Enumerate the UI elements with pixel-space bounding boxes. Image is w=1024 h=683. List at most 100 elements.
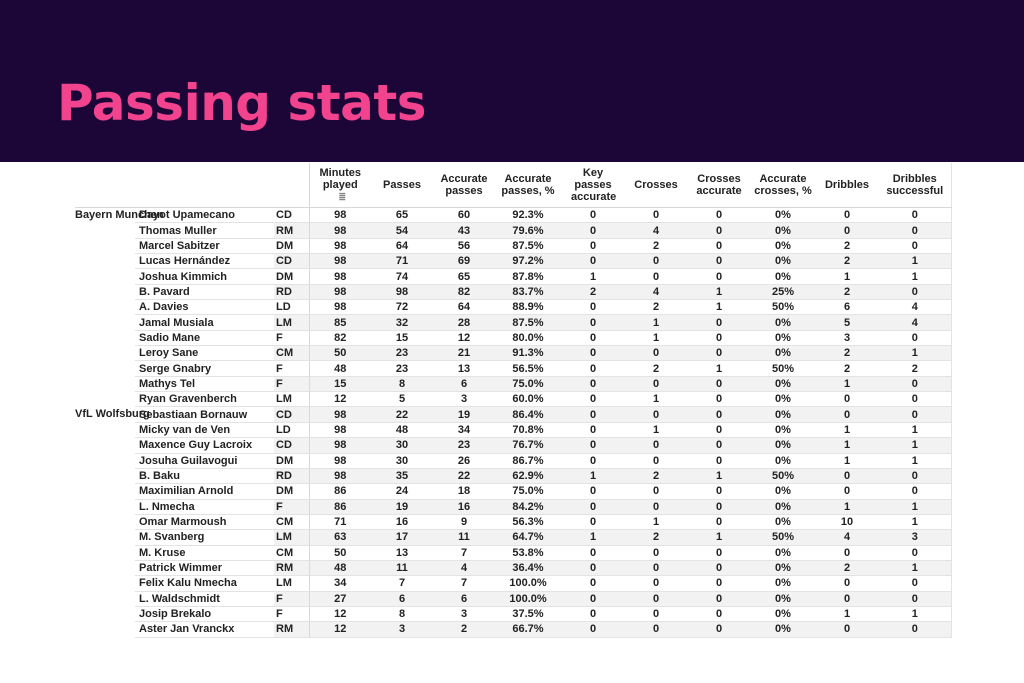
stat-cell: 0 [561,376,625,393]
stat-cell: 6 [433,591,495,607]
player-name: Omar Marmoush [135,514,274,531]
table-row[interactable]: M. Kruse CM 50 13 7 53.8% 0 0 0 0% 0 0 [75,545,952,561]
stat-cell: 16 [371,514,433,531]
stat-cell: 18 [433,483,495,500]
stat-cell: 1 [561,529,625,546]
table-row[interactable]: Omar Marmoush CM 71 16 9 56.3% 0 1 0 0% 10 1 [75,514,952,531]
stat-cell: 0 [561,330,625,347]
stat-cell: 0 [625,499,687,515]
table-row[interactable]: Ryan Gravenberch LM 12 5 3 60.0% 0 1 0 0% 0 0 [75,391,952,408]
column-header[interactable]: Dribbles successful [879,163,952,208]
stat-cell: 12 [309,391,371,408]
stat-cell: 0 [687,253,751,270]
stat-cell: 1 [879,437,952,454]
stat-cell: 0 [815,621,879,638]
table-row[interactable]: VfL Wolfsburg Sebastiaan Bornauw CD 98 22 19 8… [75,406,952,423]
stat-cell: 0 [625,253,687,270]
stat-cell: 98 [309,268,371,285]
table-row[interactable]: Serge Gnabry F 48 23 13 56.5% 0 2 1 50% 2 2 [75,360,952,377]
stat-cell: 50 [309,545,371,561]
stat-cell: 0% [751,545,815,561]
column-header[interactable]: Accurate passes, % [495,163,561,208]
stat-cell: 0 [687,483,751,500]
stat-cell: 0 [815,406,879,423]
player-name: Mathys Tel [135,376,274,393]
player-position: DM [274,483,310,500]
table-row[interactable]: B. Baku RD 98 35 22 62.9% 1 2 1 50% 0 0 [75,468,952,485]
stat-cell: 98 [309,207,371,224]
stat-cell: 0 [561,314,625,331]
table-row[interactable]: Josuha Guilavogui DM 98 30 26 86.7% 0 0 0 0% 1 1 [75,453,952,469]
stat-cell: 56.5% [495,360,561,377]
stat-cell: 0 [561,483,625,500]
stat-cell: 30 [371,453,433,469]
stat-cell: 23 [371,360,433,377]
table-row[interactable]: Maxence Guy Lacroix CD 98 30 23 76.7% 0 0 0 0% 1 1 [75,437,952,454]
table-row[interactable]: L. Nmecha F 86 19 16 84.2% 0 0 0 0% 1 1 [75,499,952,515]
table-row[interactable]: Lucas Hernández CD 98 71 69 97.2% 0 0 0 0% 2 1 [75,253,952,270]
table-row[interactable]: Felix Kalu Nmecha LM 34 7 7 100.0% 0 0 0 0% 0 0 [75,575,952,592]
player-position: F [274,376,310,393]
stat-cell: 98 [309,437,371,454]
table-row[interactable]: Sadio Mane F 82 15 12 80.0% 0 1 0 0% 3 0 [75,330,952,347]
table-row[interactable]: Joshua Kimmich DM 98 74 65 87.8% 1 0 0 0% 1 1 [75,268,952,285]
column-header[interactable]: Dribbles [815,163,879,208]
player-position: CD [274,207,310,224]
stat-cell: 0 [561,545,625,561]
column-header[interactable]: Minutes played≣ [309,163,371,208]
stat-cell: 54 [371,222,433,239]
stat-cell: 62.9% [495,468,561,485]
stat-cell: 0 [879,575,952,592]
column-header[interactable]: Crosses accurate [687,163,751,208]
player-name: L. Waldschmidt [135,591,274,607]
table-row[interactable]: A. Davies LD 98 72 64 88.9% 0 2 1 50% 6 4 [75,299,952,316]
team-name: Bayern Munchen [75,209,164,221]
table-row[interactable]: Mathys Tel F 15 8 6 75.0% 0 0 0 0% 1 0 [75,376,952,393]
table-row[interactable]: Patrick Wimmer RM 48 11 4 36.4% 0 0 0 0% 2 1 [75,560,952,577]
stat-cell: 2 [815,345,879,362]
stat-cell: 2 [561,284,625,301]
column-header[interactable]: Key passes accurate [561,163,625,208]
stat-cell: 0 [879,591,952,607]
table-row[interactable]: L. Waldschmidt F 27 6 6 100.0% 0 0 0 0% 0 0 [75,591,952,607]
stat-cell: 0 [625,575,687,592]
stat-cell: 0% [751,406,815,423]
table-row[interactable]: Thomas Muller RM 98 54 43 79.6% 0 4 0 0% 0 0 [75,222,952,239]
stat-cell: 1 [687,299,751,316]
stat-cell: 0 [815,545,879,561]
table-row[interactable]: Bayern Munchen Dayot Upamecano CD 98 65 60 92.… [75,207,952,224]
stat-cell: 75.0% [495,376,561,393]
stat-cell: 3 [433,391,495,408]
stat-cell: 1 [561,268,625,285]
table-row[interactable]: Micky van de Ven LD 98 48 34 70.8% 0 1 0 0% 1 1 [75,422,952,439]
column-header-label: Passes [383,179,421,191]
stat-cell: 2 [625,529,687,546]
table-row[interactable]: Maximilian Arnold DM 86 24 18 75.0% 0 0 0 0% 0 0 [75,483,952,500]
stat-cell: 0 [687,330,751,347]
stat-cell: 11 [371,560,433,577]
table-row[interactable]: Josip Brekalo F 12 8 3 37.5% 0 0 0 0% 1 1 [75,606,952,623]
column-header[interactable]: Crosses [625,163,687,208]
stat-cell: 7 [433,575,495,592]
stat-cell: 0% [751,499,815,515]
stat-cell: 4 [879,299,952,316]
stat-cell: 48 [309,360,371,377]
column-header[interactable]: Accurate crosses, % [751,163,815,208]
column-header-label: Accurate crosses, % [754,173,812,197]
sort-icon[interactable]: ≣ [338,192,347,202]
stat-cell: 4 [433,560,495,577]
column-header[interactable]: Passes [371,163,433,208]
table-row[interactable]: B. Pavard RD 98 98 82 83.7% 2 4 1 25% 2 0 [75,284,952,301]
stat-cell: 0 [815,391,879,408]
stat-cell: 22 [371,406,433,423]
table-row[interactable]: Leroy Sane CM 50 23 21 91.3% 0 0 0 0% 2 1 [75,345,952,362]
table-row[interactable]: Jamal Musiala LM 85 32 28 87.5% 0 1 0 0% 5 4 [75,314,952,331]
stat-cell: 98 [309,253,371,270]
column-header[interactable]: Accurate passes [433,163,495,208]
position-header [274,163,310,208]
stat-cell: 21 [433,345,495,362]
table-row[interactable]: Marcel Sabitzer DM 98 64 56 87.5% 0 2 0 0% 2 0 [75,238,952,255]
stat-cell: 50% [751,299,815,316]
table-row[interactable]: M. Svanberg LM 63 17 11 64.7% 1 2 1 50% 4 3 [75,529,952,546]
table-row[interactable]: Aster Jan Vranckx RM 12 3 2 66.7% 0 0 0 0% 0 0 [75,621,952,638]
